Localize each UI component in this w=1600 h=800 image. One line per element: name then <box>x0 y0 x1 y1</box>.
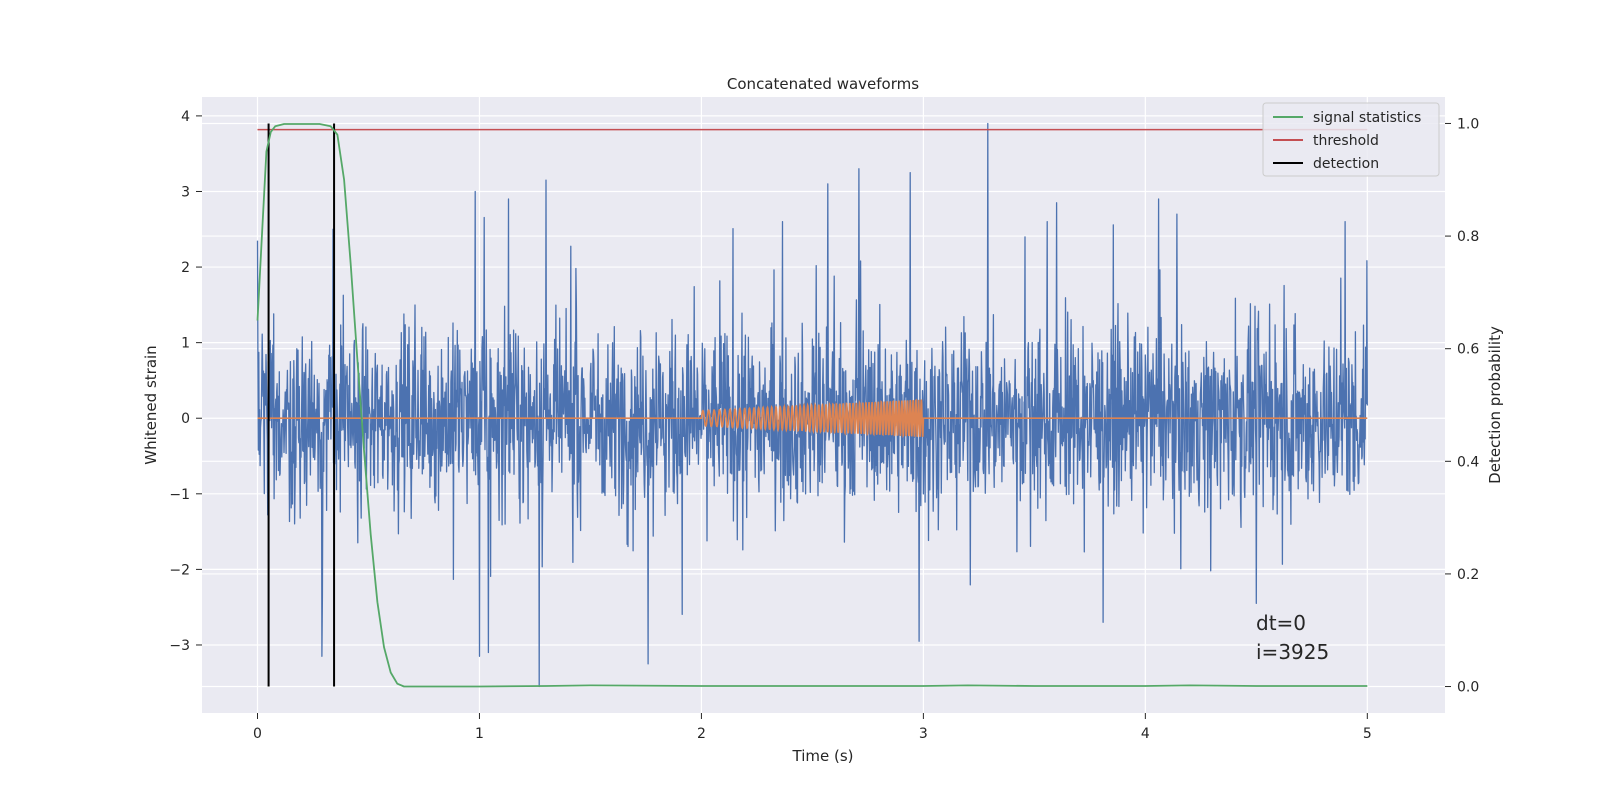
annotation-i: i=3925 <box>1256 640 1329 664</box>
chart-title: Concatenated waveforms <box>727 75 919 93</box>
y2-tick-label: 0.2 <box>1457 567 1479 583</box>
signal-statistics-line <box>256 123 1368 688</box>
y-tick-label: 2 <box>181 260 190 276</box>
y2-tick-label: 0.0 <box>1457 680 1479 696</box>
y-tick-label: 1 <box>181 336 190 352</box>
y-tick-label: 0 <box>181 411 190 427</box>
series-layer <box>256 122 1368 688</box>
x-tick-label: 3 <box>919 726 928 742</box>
y2-axis-label: Detection probability <box>1486 326 1504 484</box>
x-axis-ticks: 0 1 2 3 4 5 <box>253 713 1372 742</box>
y2-tick-label: 0.8 <box>1457 229 1479 245</box>
y2-tick-label: 0.4 <box>1457 454 1479 470</box>
x-tick-label: 5 <box>1363 726 1372 742</box>
legend-entry: threshold <box>1313 133 1379 149</box>
y-tick-label: −3 <box>169 638 190 654</box>
annotation-dt: dt=0 <box>1256 611 1306 635</box>
y2-tick-label: 0.6 <box>1457 342 1479 358</box>
injected-signal-line <box>257 398 1368 439</box>
y2-axis-ticks: 0.0 0.2 0.4 0.6 0.8 1.0 <box>1445 116 1479 696</box>
y-tick-label: −1 <box>169 487 190 503</box>
x-axis-label: Time (s) <box>792 747 854 765</box>
legend-box <box>1262 102 1440 177</box>
y-tick-label: 4 <box>181 109 190 125</box>
x-tick-label: 2 <box>697 726 706 742</box>
y-tick-label: −2 <box>169 562 190 578</box>
legend-entry: signal statistics <box>1313 110 1421 126</box>
x-tick-label: 0 <box>253 726 262 742</box>
legend: signal statistics threshold detection <box>1262 102 1440 177</box>
whitened-strain-line <box>256 122 1368 688</box>
y-axis-ticks: −3 −2 −1 0 1 2 3 4 <box>169 109 202 654</box>
y-tick-label: 3 <box>181 184 190 200</box>
x-tick-label: 4 <box>1141 726 1150 742</box>
legend-entry: detection <box>1313 156 1379 172</box>
x-tick-label: 1 <box>475 726 484 742</box>
y2-tick-label: 1.0 <box>1457 116 1479 132</box>
y-axis-label: Whitened strain <box>142 345 160 464</box>
